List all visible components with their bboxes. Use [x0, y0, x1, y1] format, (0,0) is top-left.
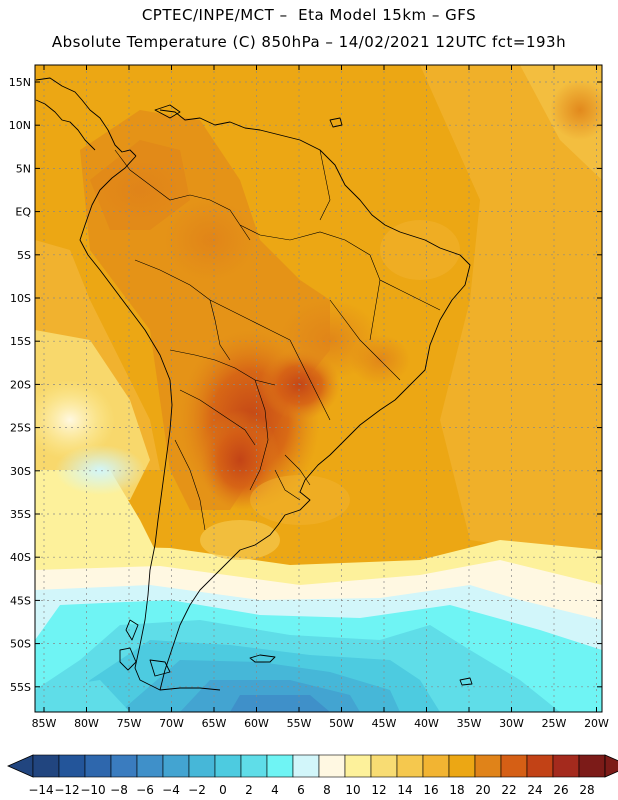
lon-tick-label: 75W — [117, 717, 142, 730]
colorbar-label: 8 — [323, 783, 331, 797]
colorbar-swatch — [578, 754, 606, 778]
colorbar-label: −8 — [110, 783, 128, 797]
lat-tick-label: 5S — [17, 249, 31, 262]
colorbar-swatch — [448, 754, 476, 778]
colorbar-label: −4 — [162, 783, 180, 797]
colorbar-label: 2 — [245, 783, 253, 797]
colorbar-swatch — [162, 754, 190, 778]
lat-tick-label: 50S — [10, 638, 31, 651]
colorbar-label: 26 — [553, 783, 568, 797]
lat-tick-label: 20S — [10, 378, 31, 391]
colorbar-swatch — [552, 754, 580, 778]
lon-tick-label: 40W — [414, 717, 439, 730]
colorbar-swatch — [526, 754, 554, 778]
colorbar-label: −10 — [80, 783, 105, 797]
lat-tick-label: 45S — [10, 594, 31, 607]
lon-tick-label: 50W — [329, 717, 354, 730]
colorbar-swatch — [500, 754, 528, 778]
colorbar-swatch — [370, 754, 398, 778]
colorbar-label: 12 — [371, 783, 386, 797]
colorbar-label: 0 — [219, 783, 227, 797]
lon-tick-label: 80W — [74, 717, 99, 730]
lon-tick-label: 35W — [457, 717, 482, 730]
colorbar-label: −14 — [28, 783, 53, 797]
lat-tick-label: 30S — [10, 465, 31, 478]
colorbar-swatch — [110, 754, 138, 778]
lon-tick-label: 60W — [244, 717, 269, 730]
lon-tick-label: 20W — [584, 717, 609, 730]
lat-tick-label: 40S — [10, 551, 31, 564]
colorbar-swatch — [266, 754, 294, 778]
plot-frame — [34, 64, 603, 713]
colorbar-label: 14 — [397, 783, 412, 797]
colorbar-label: 6 — [297, 783, 305, 797]
coastline — [35, 77, 473, 691]
lon-tick-label: 70W — [159, 717, 184, 730]
lon-tick-label: 30W — [499, 717, 524, 730]
colorbar-swatch — [136, 754, 164, 778]
temperature-field — [35, 65, 602, 712]
colorbar-swatch — [344, 754, 372, 778]
lon-tick-label: 55W — [287, 717, 312, 730]
longitude-axis: 85W 80W 75W 70W 65W 60W 55W 50W 45W 40W 35W 30W 25W 2… — [32, 65, 609, 730]
colorbar-label: 28 — [579, 783, 594, 797]
graticule — [35, 65, 602, 712]
colorbar: −14 −12 −10 −8 −6 −4 −2 0 2 4 6 8 10 12 14 16 18 20 22 24 26… — [7, 754, 618, 797]
lat-tick-label: 15N — [9, 76, 31, 89]
lon-tick-label: 65W — [202, 717, 227, 730]
colorbar-label: −12 — [54, 783, 79, 797]
colorbar-swatch — [214, 754, 242, 778]
colorbar-label: 4 — [271, 783, 279, 797]
lat-tick-label: EQ — [15, 206, 31, 219]
map-title-line2: Absolute Temperature (C) 850hPa – 14/02/… — [51, 33, 567, 51]
colorbar-swatch — [32, 754, 60, 778]
colorbar-label: 18 — [449, 783, 464, 797]
colorbar-swatch — [396, 754, 424, 778]
colorbar-swatch — [84, 754, 112, 778]
lat-tick-label: 35S — [10, 508, 31, 521]
map-title-line1: CPTEC/INPE/MCT – Eta Model 15km – GFS — [141, 6, 477, 24]
lon-tick-label: 25W — [542, 717, 567, 730]
colorbar-swatch — [58, 754, 86, 778]
colorbar-swatch — [474, 754, 502, 778]
lat-tick-label: 5N — [16, 162, 31, 175]
colorbar-swatch — [240, 754, 268, 778]
colorbar-label: 22 — [501, 783, 516, 797]
colorbar-label: −2 — [188, 783, 206, 797]
colorbar-label: 10 — [345, 783, 360, 797]
country-borders — [114, 149, 441, 531]
colorbar-swatch — [422, 754, 450, 778]
colorbar-swatch — [292, 754, 320, 778]
colorbar-swatch — [188, 754, 216, 778]
colorbar-over-arrow — [604, 754, 618, 778]
latitude-axis: 15N 10N 5N EQ 5S 10S 15S 20S 25S 30S 35S 40S 45S 50S 5… — [9, 76, 602, 694]
lat-tick-label: 10N — [9, 119, 31, 132]
lat-tick-label: 55S — [10, 681, 31, 694]
lon-tick-label: 85W — [32, 717, 57, 730]
lat-tick-label: 15S — [10, 335, 31, 348]
colorbar-label: 24 — [527, 783, 542, 797]
colorbar-label: −6 — [136, 783, 154, 797]
lon-tick-label: 45W — [372, 717, 397, 730]
colorbar-swatch — [318, 754, 346, 778]
lat-tick-label: 10S — [10, 292, 31, 305]
colorbar-under-arrow — [7, 754, 34, 778]
colorbar-label: 20 — [475, 783, 490, 797]
lat-tick-label: 25S — [10, 422, 31, 435]
colorbar-label: 16 — [423, 783, 438, 797]
